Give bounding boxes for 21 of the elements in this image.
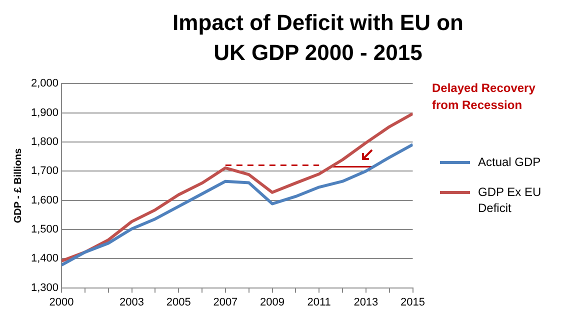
x-tick-label: 2013 [354, 296, 378, 308]
x-tick-label: 2011 [307, 296, 331, 308]
y-tick-label: 1,800 [30, 136, 59, 148]
y-tick-label: 1,700 [30, 165, 59, 178]
y-tick-label: 1,300 [30, 282, 59, 294]
text: Delayed Recovery from Recession [432, 80, 536, 114]
y-tick-label: 1,500 [30, 223, 59, 236]
chart-title: Impact of Deficit with EU on UK GDP 2000 - 2015 [172, 9, 464, 67]
y-tick-label: 1,900 [30, 106, 59, 119]
y-axis-title: GDP - £ Billions [12, 148, 24, 224]
x-tick-label: 2003 [120, 296, 144, 308]
x-tick-label: 2009 [260, 296, 285, 308]
y-tick-label: 1,400 [30, 252, 59, 265]
legend-label: Actual GDP [478, 154, 541, 170]
y-tick-label: 2,000 [30, 78, 59, 90]
x-tick-label: 2015 [400, 296, 426, 308]
y-tick-label: 1,600 [30, 194, 59, 206]
x-tick-label: 2000 [49, 296, 74, 308]
x-tick-label: 2007 [213, 296, 238, 308]
legend-label: GDP Ex EU Deficit [478, 184, 542, 216]
x-tick-label: 2005 [166, 296, 191, 308]
